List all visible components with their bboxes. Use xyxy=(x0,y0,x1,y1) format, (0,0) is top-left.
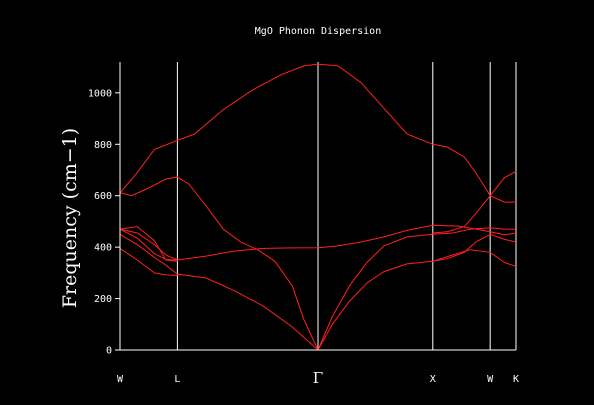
y-ticks: 0 200 400 600 800 1000 xyxy=(88,88,120,357)
phonon-band-line xyxy=(119,226,178,262)
y-axis-label: Frequency (cm−1) xyxy=(59,128,81,308)
phonon-band-line xyxy=(119,233,319,351)
high-symmetry-label: W xyxy=(117,374,124,385)
phonon-bands xyxy=(119,63,517,351)
y-tick-label: 1000 xyxy=(88,88,112,99)
high-symmetry-lines xyxy=(176,62,517,350)
y-tick-label: 0 xyxy=(106,346,112,357)
phonon-band-line xyxy=(432,233,517,262)
phonon-band-line xyxy=(317,249,517,351)
phonon-band-line xyxy=(119,176,319,351)
y-tick-label: 400 xyxy=(94,243,112,254)
phonon-band-line xyxy=(432,170,517,234)
phonon-band-line xyxy=(119,247,178,276)
high-symmetry-label: Γ xyxy=(313,369,323,387)
y-tick-label: 600 xyxy=(94,191,112,202)
high-symmetry-label: W xyxy=(487,374,494,385)
chart-title: MgO Phonon Dispersion xyxy=(255,26,381,37)
phonon-band-line xyxy=(119,63,516,203)
phonon-band-line xyxy=(317,227,516,351)
phonon-band-line xyxy=(119,228,178,261)
y-tick-label: 200 xyxy=(94,294,112,305)
plot-axes xyxy=(119,62,516,351)
high-symmetry-label: K xyxy=(513,374,519,385)
high-symmetry-label: L xyxy=(174,374,180,385)
high-symmetry-label: X xyxy=(430,374,436,385)
y-tick-label: 800 xyxy=(94,140,112,151)
